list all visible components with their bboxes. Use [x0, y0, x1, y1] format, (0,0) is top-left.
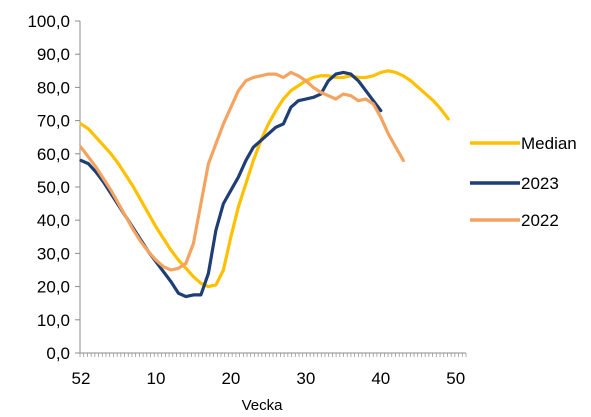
- legend-label-2023: 2023: [521, 174, 559, 193]
- y-tick-label: 10,0: [37, 311, 70, 330]
- x-tick-label: 30: [296, 369, 315, 388]
- y-tick-label: 70,0: [37, 112, 70, 131]
- legend: Median 2023 2022: [470, 134, 577, 230]
- y-tick-label: 80,0: [37, 78, 70, 97]
- series-layer: [79, 69, 450, 299]
- legend-label-2022: 2022: [521, 211, 559, 230]
- x-tick-label: 40: [371, 369, 390, 388]
- x-tick-label: 10: [146, 369, 165, 388]
- series-line-median: [79, 69, 450, 289]
- y-tick-label: 100,0: [27, 12, 70, 31]
- y-tick-label: 90,0: [37, 45, 70, 64]
- x-tick-label: 20: [221, 369, 240, 388]
- x-axis: 52 10 20 30 40 50: [72, 352, 467, 388]
- y-tick-label: 20,0: [37, 278, 70, 297]
- x-tick-label: 52: [72, 369, 91, 388]
- series-line-2022: [79, 70, 405, 272]
- y-tick-label: 60,0: [37, 145, 70, 164]
- y-tick-label: 40,0: [37, 211, 70, 230]
- y-axis: 0,0 10,0 20,0 30,0 40,0 50,0 60,0 70,0 80,0 90,0 1…: [27, 12, 81, 363]
- y-tick-label: 50,0: [37, 178, 70, 197]
- legend-label-median: Median: [521, 134, 577, 153]
- y-tick-label: 0,0: [46, 344, 70, 363]
- x-tick-label: 50: [446, 369, 465, 388]
- y-tick-label: 30,0: [37, 244, 70, 263]
- x-axis-title: Vecka: [242, 397, 284, 414]
